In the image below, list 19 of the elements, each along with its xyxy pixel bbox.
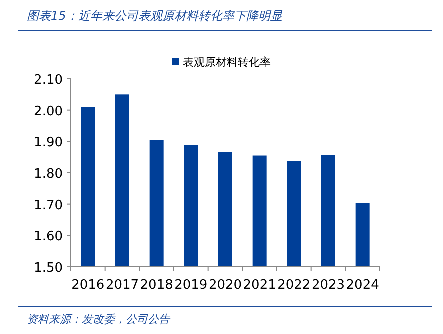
y-tick-label: 2.00	[34, 104, 63, 120]
y-tick-label: 1.50	[34, 261, 63, 276]
x-tick-label: 2022	[278, 278, 311, 293]
text: 资料来源：发改委，公司公告	[27, 313, 171, 326]
x-tick-label: 2021	[243, 278, 276, 293]
x-tick-label: 2017	[106, 278, 140, 293]
x-tick-label: 2019	[174, 278, 208, 293]
y-tick-label: 2.10	[34, 73, 63, 88]
y-tick-label: 1.70	[34, 198, 63, 214]
x-tick-label: 2018	[140, 278, 174, 293]
y-tick-label: 1.80	[34, 167, 63, 182]
legend-label: 表观原材料转化率	[183, 56, 271, 69]
x-tick-label: 2023	[312, 278, 346, 293]
x-tick-label: 2016	[72, 278, 105, 293]
x-tick-label: 2024	[346, 278, 380, 293]
chart-title: 图表15：近年来公司表观原材料转化率下降明显	[27, 9, 284, 23]
y-tick-label: 1.60	[34, 230, 63, 245]
y-tick-label: 1.90	[34, 136, 63, 151]
x-tick-label: 2020	[208, 278, 242, 293]
